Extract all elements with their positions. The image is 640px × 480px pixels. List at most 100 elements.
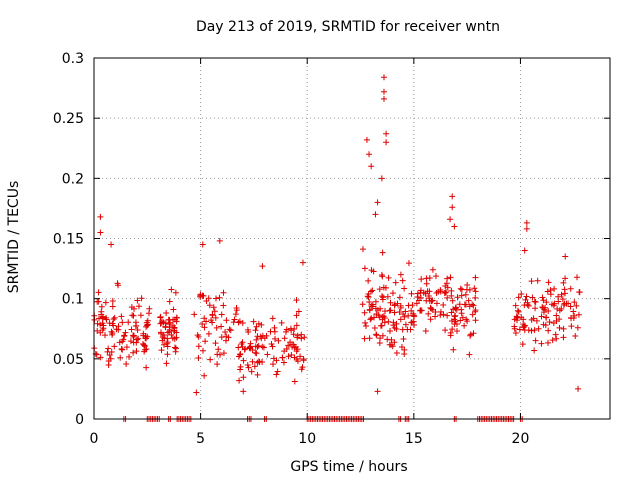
- data-point: [285, 353, 292, 360]
- data-point: [237, 363, 244, 370]
- data-point: [135, 335, 142, 342]
- data-point: [106, 320, 113, 327]
- data-point: [109, 330, 116, 337]
- data-point: [532, 299, 539, 306]
- data-point: [516, 326, 523, 333]
- data-point: [158, 319, 165, 326]
- data-point: [293, 297, 300, 304]
- data-point: [378, 175, 385, 182]
- data-point: [387, 299, 394, 306]
- data-point: [400, 335, 407, 342]
- data-point: [538, 340, 545, 347]
- data-point: [402, 308, 409, 315]
- data-point: [193, 389, 200, 396]
- data-point: [525, 327, 532, 334]
- data-point: [130, 312, 137, 319]
- data-point: [199, 320, 206, 327]
- data-point: [299, 259, 306, 266]
- data-point: [452, 305, 459, 312]
- data-point: [457, 285, 464, 292]
- data-point: [470, 302, 477, 309]
- data-point: [380, 88, 387, 95]
- data-point: [252, 343, 259, 350]
- data-point: [379, 273, 386, 280]
- data-point: [359, 246, 366, 253]
- data-point: [433, 289, 440, 296]
- data-point: [518, 290, 525, 297]
- data-point: [543, 299, 550, 306]
- data-point: [531, 298, 538, 305]
- data-point: [117, 354, 124, 361]
- data-point: [467, 332, 474, 339]
- data-point: [525, 302, 532, 309]
- data-point: [393, 350, 400, 357]
- data-point: [208, 317, 215, 324]
- data-point: [168, 286, 175, 293]
- data-point: [240, 388, 247, 395]
- data-point: [125, 319, 132, 326]
- data-point: [123, 344, 130, 351]
- y-tick-label: 0.25: [53, 111, 84, 127]
- data-point: [515, 308, 522, 315]
- data-point: [115, 282, 122, 289]
- data-point: [420, 289, 427, 296]
- data-point: [130, 349, 137, 356]
- data-point: [99, 320, 106, 327]
- data-point: [511, 325, 518, 332]
- data-point: [164, 329, 171, 336]
- data-point: [396, 308, 403, 315]
- data-point: [278, 319, 285, 326]
- data-point: [157, 320, 164, 327]
- data-point: [373, 311, 380, 318]
- data-point: [260, 344, 267, 351]
- data-point: [449, 204, 456, 211]
- data-point: [201, 372, 208, 379]
- data-point: [220, 289, 227, 296]
- data-point: [448, 287, 455, 294]
- data-point: [361, 265, 368, 272]
- data-point: [168, 331, 175, 338]
- data-point: [127, 338, 134, 345]
- data-point: [133, 339, 140, 346]
- data-point: [472, 294, 479, 301]
- data-point: [138, 295, 145, 302]
- data-point: [532, 337, 539, 344]
- data-point: [218, 323, 225, 330]
- data-point: [109, 297, 116, 304]
- data-point: [103, 314, 110, 321]
- data-point: [123, 360, 130, 367]
- data-point: [466, 303, 473, 310]
- data-point: [417, 307, 424, 314]
- data-point: [568, 315, 575, 322]
- data-point: [97, 229, 104, 236]
- data-point: [291, 344, 298, 351]
- data-point: [553, 335, 560, 342]
- data-point: [397, 304, 404, 311]
- data-point: [454, 327, 461, 334]
- data-point: [111, 314, 118, 321]
- data-point: [238, 340, 245, 347]
- data-point: [543, 314, 550, 321]
- data-point: [467, 331, 474, 338]
- data-point: [428, 305, 435, 312]
- data-point: [379, 296, 386, 303]
- x-tick-label: 5: [196, 431, 205, 447]
- data-point: [279, 354, 286, 361]
- data-point: [429, 297, 436, 304]
- data-point: [529, 294, 536, 301]
- data-point: [93, 351, 100, 358]
- y-tick-label: 0: [75, 412, 84, 428]
- data-point: [396, 294, 403, 301]
- data-point: [111, 343, 118, 350]
- data-point: [207, 356, 214, 363]
- data-point: [533, 317, 540, 324]
- data-point: [368, 315, 375, 322]
- data-point: [273, 371, 280, 378]
- data-point: [397, 271, 404, 278]
- data-point: [560, 302, 567, 309]
- data-point: [212, 295, 219, 302]
- data-point: [567, 303, 574, 310]
- data-point: [437, 312, 444, 319]
- data-point: [374, 388, 381, 395]
- data-point: [363, 322, 370, 329]
